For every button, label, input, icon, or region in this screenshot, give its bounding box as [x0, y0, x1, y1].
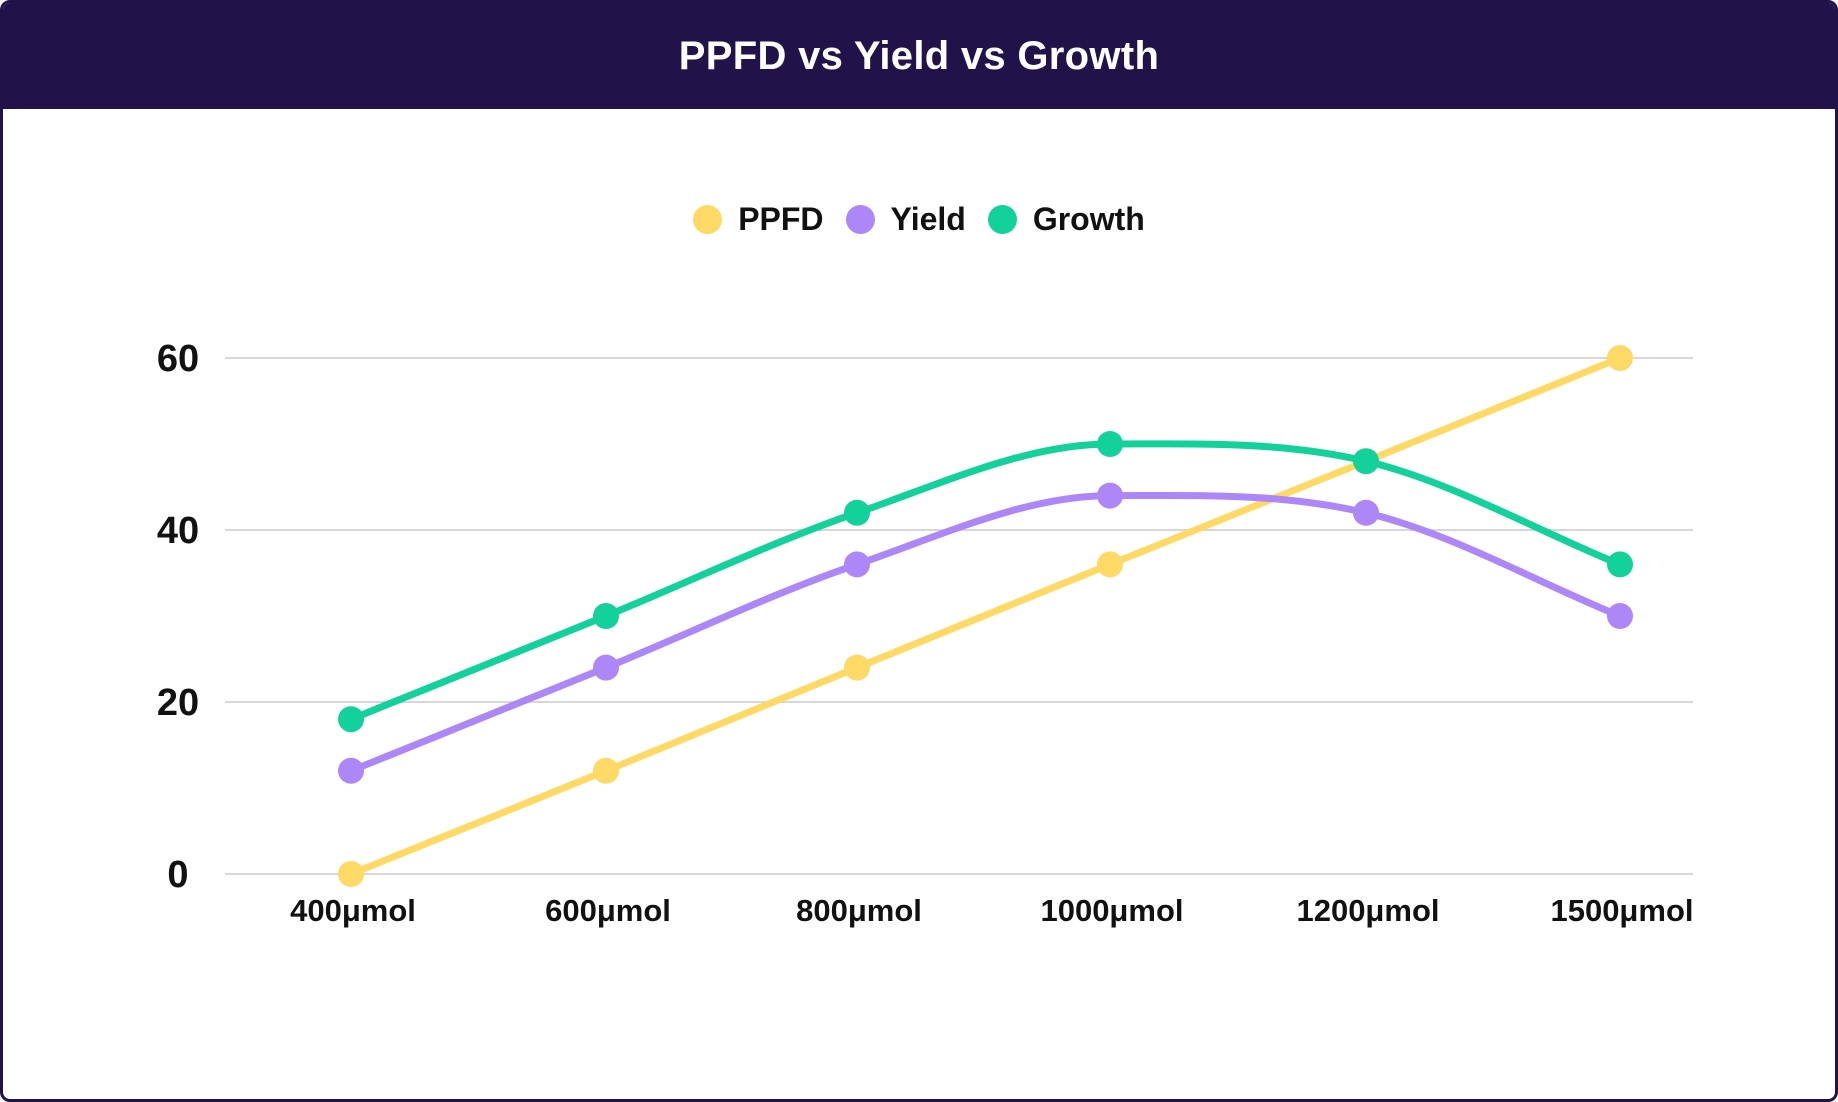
data-point-yield-5: [1607, 603, 1633, 629]
data-point-yield-0: [338, 757, 364, 784]
data-point-ppfd-3: [1097, 551, 1123, 578]
grid-lines: [225, 357, 1693, 875]
data-point-growth-2: [844, 499, 870, 526]
data-point-ppfd-5: [1607, 345, 1633, 371]
y-tick-label: 40: [157, 510, 199, 552]
legend-item-growth[interactable]: Growth: [987, 201, 1145, 238]
series-ppfd: [338, 345, 1633, 887]
data-point-growth-1: [593, 603, 619, 629]
series-yield: [338, 482, 1633, 784]
legend-marker-ppfd: [693, 205, 723, 234]
chart-title: PPFD vs Yield vs Growth: [678, 33, 1160, 78]
legend-label-yield: Yield: [890, 201, 966, 237]
x-tick-label: 600μmol: [545, 893, 671, 928]
x-tick-label: 400μmol: [290, 893, 416, 928]
legend-item-yield[interactable]: Yield: [845, 201, 966, 238]
data-point-ppfd-0: [338, 861, 364, 887]
data-point-growth-3: [1097, 431, 1123, 457]
data-point-growth-4: [1353, 448, 1379, 475]
data-point-yield-1: [593, 654, 619, 681]
data-point-yield-3: [1097, 482, 1123, 509]
legend-marker-growth: [987, 205, 1017, 234]
data-point-growth-5: [1607, 551, 1633, 578]
series-line-ppfd: [347, 354, 1624, 878]
chart-legend: PPFD Yield Growth: [3, 201, 1835, 238]
series-line-yield: [347, 491, 1624, 775]
data-point-yield-2: [844, 551, 870, 578]
line-chart-plot: 0 20 40 60 400μmol 600μmol 800μmol 1000μmol 1200…: [157, 338, 1694, 928]
y-tick-label: 20: [157, 682, 199, 724]
legend-label-growth: Growth: [1032, 201, 1145, 237]
data-point-yield-4: [1353, 499, 1379, 526]
legend-item-ppfd[interactable]: PPFD: [693, 201, 824, 238]
legend-marker-yield: [845, 205, 875, 234]
data-point-ppfd-2: [844, 654, 870, 681]
x-tick-label: 800μmol: [796, 893, 922, 928]
y-tick-label: 60: [157, 338, 199, 380]
data-point-growth-0: [338, 706, 364, 733]
x-tick-label: 1500μmol: [1550, 893, 1693, 928]
series-growth: [338, 431, 1633, 733]
y-tick-label: 0: [167, 854, 188, 896]
x-tick-label: 1200μmol: [1296, 893, 1439, 928]
legend-label-ppfd: PPFD: [738, 201, 824, 237]
chart-header: PPFD vs Yield vs Growth: [3, 3, 1835, 109]
x-tick-label: 1000μmol: [1040, 893, 1183, 928]
series-line-growth: [347, 440, 1624, 723]
data-point-ppfd-1: [593, 757, 619, 784]
